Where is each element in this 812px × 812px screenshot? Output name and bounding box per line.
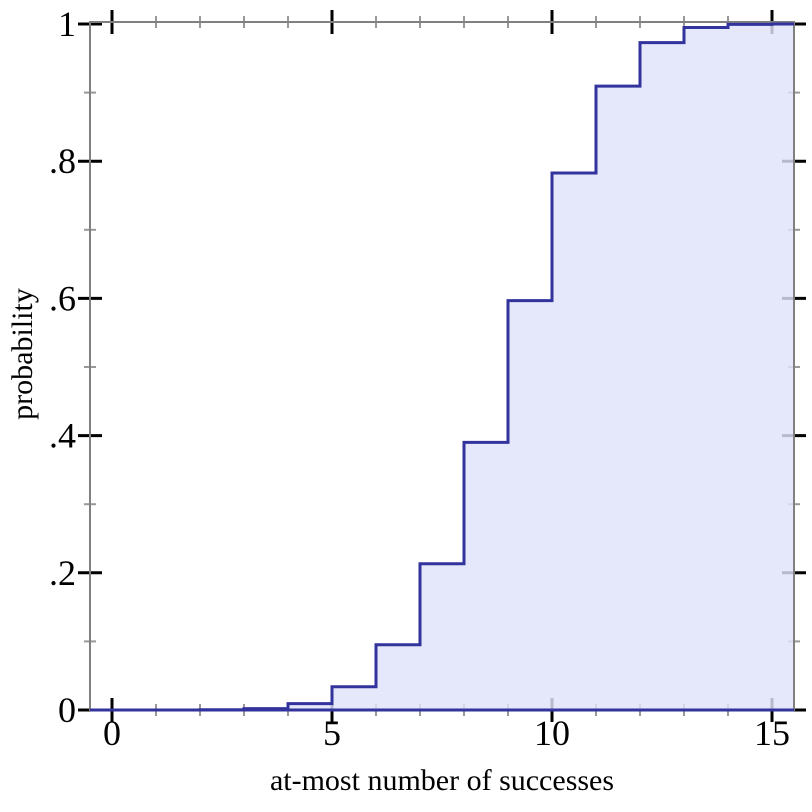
x-tick-label: 5: [323, 713, 341, 753]
y-axis-title: probability: [6, 288, 39, 420]
x-tick-label: 0: [103, 713, 121, 753]
x-tick-label: 10: [534, 713, 570, 753]
y-tick-label: 1: [58, 4, 76, 44]
x-tick-label: 15: [754, 713, 790, 753]
cdf-step-curve: [90, 22, 794, 712]
y-tick-label: .8: [49, 141, 76, 181]
y-tick-label: 0: [58, 690, 76, 730]
x-axis-title: at-most number of successes: [269, 764, 615, 797]
y-tick-label: .4: [49, 416, 76, 456]
cdf-area-fill: [90, 24, 794, 710]
y-tick-label: .2: [49, 553, 76, 593]
y-tick-label: .6: [49, 278, 76, 318]
